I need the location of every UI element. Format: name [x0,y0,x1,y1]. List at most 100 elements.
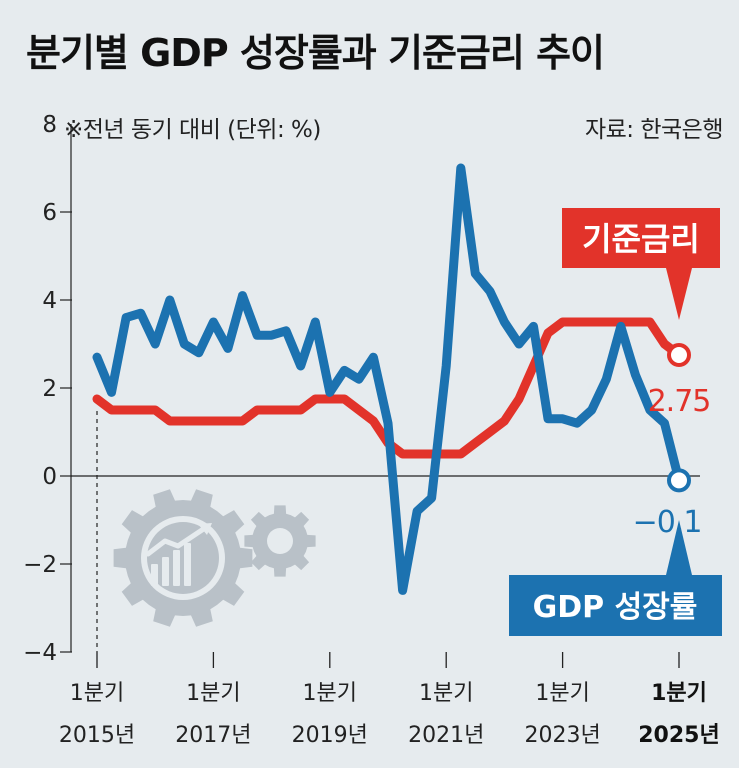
gdp-point [431,497,433,499]
gdp-point [154,343,156,345]
gdp-point [533,325,534,327]
gdp-point [402,589,404,591]
x-tick-quarter: 1분기 [651,681,707,706]
gdp-point [474,273,476,275]
rate-point [663,343,665,345]
rate-point [591,321,593,323]
rate-point [547,332,549,334]
gdp-point [343,369,345,371]
gdp-point [212,321,214,323]
gdp-point [620,325,622,327]
gdp-point [562,418,564,420]
rate-point [634,321,636,323]
gdp-point [387,422,389,424]
gdp-end-marker [667,468,691,493]
x-tick-quarter: 1분기 [70,681,124,706]
rate-point [271,409,273,411]
rate-point [503,420,505,422]
x-tick-quarter: 1분기 [303,681,357,706]
gdp-point [256,334,258,336]
x-tick-year: 2017년 [175,723,251,748]
gdp-point [125,317,127,319]
rate-point [649,321,651,323]
x-tick-year: 2015년 [59,723,135,748]
gear-chart-icon [113,489,316,627]
rate-point [474,442,476,444]
gdp-end-value: −0.1 [633,505,702,540]
y-tick-label: 8 [42,112,57,138]
gdp-point [169,299,171,301]
gdp-point [329,391,331,393]
gdp-point [111,391,113,393]
rate-point [140,409,142,411]
gdp-point [605,378,607,380]
gdp-point [634,374,636,376]
gdp-point [242,295,243,297]
rate-point [96,398,98,400]
y-tick-label: −2 [23,552,57,578]
rate-point [445,453,447,455]
rate-point [329,398,331,400]
rate-point [242,420,243,422]
rate-point [227,420,229,422]
rate-point [125,409,127,411]
rate-point [154,409,156,411]
gdp-point [183,343,185,345]
gdp-point [503,321,505,323]
rate-point [285,409,287,411]
gdp-point [663,422,665,424]
rate-point [358,409,360,411]
x-tick-year: 2025년 [638,723,719,748]
gdp-point [547,418,549,420]
gdp-point [358,378,360,380]
rate-point [314,398,316,400]
gdp-point [372,356,374,358]
x-tick-quarter: 1분기 [186,681,240,706]
y-tick-label: 2 [42,376,57,402]
x-tick-quarter: 1분기 [419,681,473,706]
gdp-point [489,290,491,292]
rate-point [431,453,433,455]
rate-point [533,365,534,367]
x-tick-quarter: 1분기 [535,681,589,706]
rate-legend-label: 기준금리 [582,220,700,258]
gdp-point [285,330,287,332]
gdp-point [227,347,229,349]
x-tick-year: 2021년 [408,723,484,748]
rate-point [212,420,214,422]
gdp-point [518,343,520,345]
rate-point [198,420,200,422]
rate-point [402,453,404,455]
y-tick-label: 4 [42,288,57,314]
rate-point [416,453,418,455]
rate-point [169,420,171,422]
rate-point [372,420,374,422]
y-tick-label: 6 [42,200,57,226]
x-tick-year: 2019년 [292,723,368,748]
rate-point [300,409,302,411]
gdp-point [591,409,593,411]
rate-point [605,321,607,323]
rate-point [460,453,462,455]
chart-title: 분기별 GDP 성장률과 기준금리 추이 [26,31,605,75]
source-note: 자료: 한국은행 [584,117,724,143]
rate-point [256,409,258,411]
rate-point [576,321,578,323]
gdp-point [314,321,316,323]
rate-end-marker [667,343,691,367]
rate-legend-box [562,208,720,320]
rate-end-value: 2.75 [648,384,711,419]
gdp-point [140,312,142,314]
gdp-point [96,356,98,358]
gdp-legend-box [509,520,722,636]
rate-point [489,431,491,433]
unit-note: ※전년 동기 대비 (단위: %) [64,117,321,143]
rate-point [518,398,520,400]
y-tick-label: −4 [23,640,57,666]
rate-point [183,420,185,422]
rate-point [562,321,564,323]
rate-point [343,398,345,400]
gdp-point [649,409,651,411]
gdp-point [460,167,462,169]
